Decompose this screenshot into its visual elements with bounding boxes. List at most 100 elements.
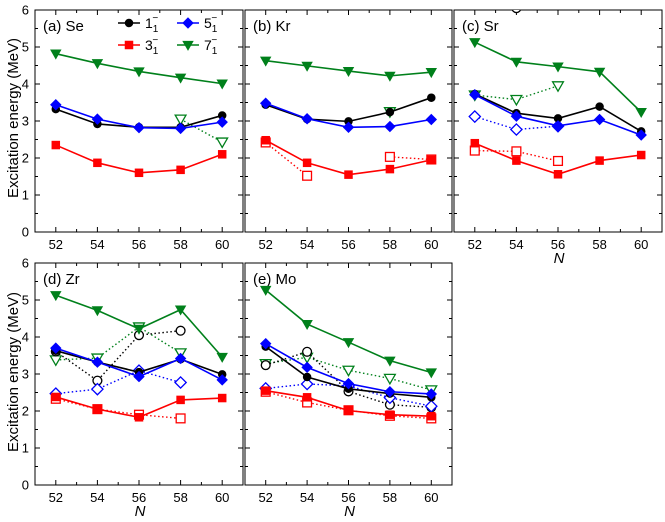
x-tick-label: 60 xyxy=(424,490,438,505)
series-line-1-dotted xyxy=(55,330,181,382)
data-point-5-solid xyxy=(384,120,396,133)
legend-label: 71− xyxy=(204,35,218,57)
legend-marker xyxy=(124,40,134,50)
data-point-3-solid xyxy=(51,140,61,150)
data-point-7-solid xyxy=(301,61,313,72)
data-point-1-solid xyxy=(427,93,436,102)
data-point-5-dotted xyxy=(468,110,482,124)
legend-entry-5: 51− xyxy=(177,13,218,35)
data-point-5-solid xyxy=(593,113,606,126)
panel-2: 52 54 56 58 60 (b) Kr xyxy=(244,9,453,252)
data-point-3-solid xyxy=(51,392,61,402)
x-tick-label: 54 xyxy=(90,490,104,505)
data-point-3-dotted xyxy=(469,145,480,156)
data-point-5-solid xyxy=(469,89,481,101)
series-line-5-dotted xyxy=(265,383,432,407)
panel-label: (a) Se xyxy=(43,18,84,35)
data-point-3-dotted xyxy=(302,170,313,181)
series-line-3-dotted xyxy=(55,398,181,420)
data-point-7-solid xyxy=(174,305,187,316)
data-point-7-solid xyxy=(425,68,438,79)
data-point-7-dotted xyxy=(341,365,356,378)
data-point-3-solid xyxy=(134,413,144,422)
x-tick-label: 54 xyxy=(300,490,314,505)
data-point-5-dotted xyxy=(509,122,523,137)
x-tick-label: 56 xyxy=(341,237,355,252)
data-point-3-solid xyxy=(217,393,227,403)
data-point-5-solid xyxy=(552,120,564,132)
series-group xyxy=(259,285,438,424)
x-tick-label: 58 xyxy=(383,237,397,252)
x-tick-label: 52 xyxy=(49,490,63,505)
data-point-3-solid xyxy=(344,170,353,179)
data-point-3-solid xyxy=(261,135,270,145)
data-point-3-solid xyxy=(385,164,395,174)
x-tick-label: 52 xyxy=(258,237,272,252)
x-tick-label: 54 xyxy=(90,237,104,252)
data-point-5-solid xyxy=(384,386,396,398)
series-group xyxy=(259,56,438,181)
series-group xyxy=(468,10,647,179)
x-tick-label: 56 xyxy=(551,237,565,252)
x-tick-label: 60 xyxy=(215,490,229,505)
data-point-7-dotted xyxy=(174,114,188,126)
data-point-5-solid xyxy=(301,361,313,374)
x-tick-label: 54 xyxy=(509,237,523,252)
x-tick-label: 52 xyxy=(468,237,482,252)
x-axis-label: N xyxy=(344,503,355,517)
legend-entry-3: 31− xyxy=(118,35,159,57)
y-tick-label: 5 xyxy=(22,293,29,308)
data-point-5-dotted xyxy=(300,377,314,391)
y-tick-label: 6 xyxy=(22,3,29,18)
series-line-3-dotted xyxy=(265,141,308,177)
series-line-7-dotted xyxy=(55,326,181,361)
data-point-5-solid xyxy=(259,97,272,109)
data-point-5-solid xyxy=(174,352,187,365)
data-point-3-solid xyxy=(302,158,312,168)
panel-label: (d) Zr xyxy=(43,271,80,288)
legend-entry-7: 71− xyxy=(177,35,218,57)
data-point-5-dotted xyxy=(424,399,438,413)
data-point-3-solid xyxy=(427,411,436,421)
y-tick-label: 4 xyxy=(22,77,29,92)
series-group xyxy=(50,49,229,178)
data-point-3-solid xyxy=(93,158,102,168)
data-point-7-solid xyxy=(216,352,228,363)
data-point-3-solid xyxy=(261,386,270,395)
data-point-3-solid xyxy=(217,150,227,159)
data-point-5-solid xyxy=(301,113,313,125)
y-tick-label: 1 xyxy=(22,441,29,456)
data-point-7-solid xyxy=(635,108,647,119)
data-point-1-solid xyxy=(595,102,604,111)
data-point-1-solid xyxy=(385,107,395,117)
data-point-3-solid xyxy=(553,170,563,179)
data-point-5-solid xyxy=(216,374,228,386)
data-point-3-dotted xyxy=(552,155,564,167)
data-point-1-dotted xyxy=(511,10,522,14)
legend-label: 11− xyxy=(145,13,159,35)
data-point-7-solid xyxy=(259,285,272,296)
data-point-5-dotted xyxy=(90,382,104,396)
data-point-3-solid xyxy=(470,138,480,148)
y-tick-label: 0 xyxy=(22,225,29,240)
legend-marker xyxy=(124,18,134,28)
data-point-7-solid xyxy=(91,59,104,70)
data-point-7-dotted xyxy=(383,373,397,386)
x-tick-label: 58 xyxy=(173,237,187,252)
y-tick-label: 5 xyxy=(22,40,29,55)
data-point-5-solid xyxy=(91,113,104,125)
data-point-3-solid xyxy=(344,406,353,415)
panel-5: 52 54 56 58 60 N (e) Mo xyxy=(244,262,453,520)
x-axis-label: N xyxy=(135,503,146,517)
x-tick-label: 56 xyxy=(132,490,146,505)
legend-entry-1: 11− xyxy=(118,13,159,35)
y-axis-label-top-row: Excitation energy (MeV) xyxy=(5,38,22,198)
data-point-5-solid xyxy=(425,388,438,400)
data-point-7-dotted xyxy=(215,137,229,149)
data-point-7-solid xyxy=(510,57,523,68)
data-point-3-dotted xyxy=(175,413,186,424)
data-point-7-dotted xyxy=(551,81,565,93)
data-point-7-solid xyxy=(133,67,145,78)
data-point-7-dotted xyxy=(509,94,523,107)
